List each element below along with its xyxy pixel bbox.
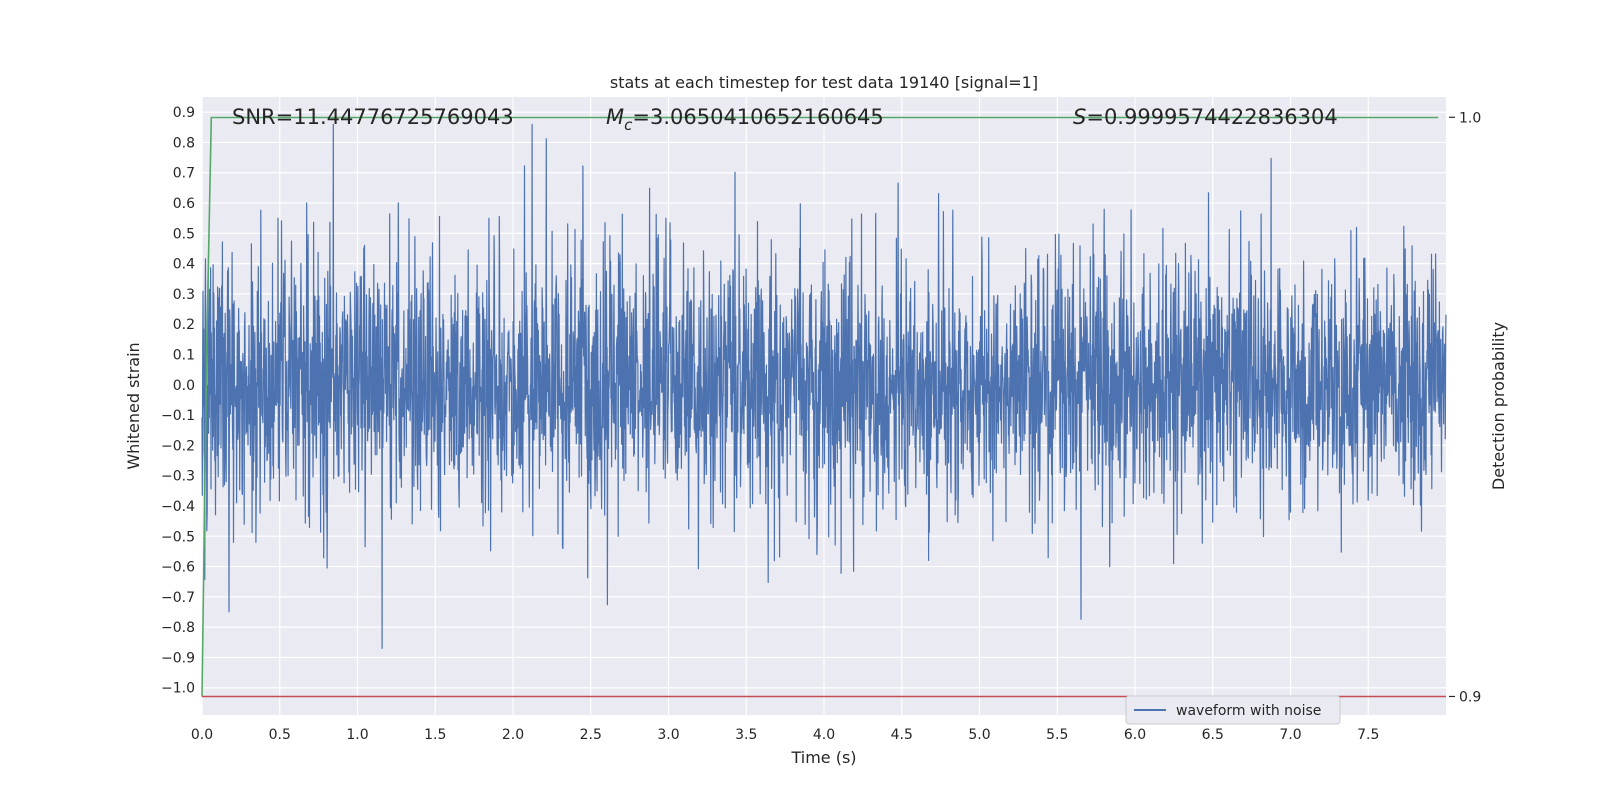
x-tick-label: 4.5 — [891, 727, 913, 743]
y-tick-label: −0.2 — [161, 438, 195, 454]
x-tick-label: 5.0 — [968, 727, 990, 743]
legend: waveform with noise — [1125, 695, 1341, 725]
y-tick-label: 0.9 — [173, 105, 195, 121]
x-tick-label: 6.0 — [1124, 727, 1146, 743]
y-tick-label: 0.5 — [173, 226, 195, 242]
waveform-series-line — [201, 123, 1447, 650]
y-tick-label: −0.9 — [161, 650, 195, 666]
y-tick-label: −1.0 — [161, 681, 195, 697]
y-tick-label: −0.6 — [161, 560, 195, 576]
y-tick-label: 0.1 — [173, 348, 195, 364]
y2-tick-label: 1.0 — [1459, 110, 1481, 126]
x-axis-label: Time (s) — [790, 748, 856, 767]
snr-annotation: SNR=11.44776725769043 — [232, 105, 514, 129]
y-tick-label: 0.3 — [173, 287, 195, 303]
y2-axis-label: Detection probability — [1489, 322, 1508, 490]
s-value: =0.9999574422836304 — [1086, 105, 1337, 129]
y-tick-label: 0.6 — [173, 196, 195, 212]
y-tick-label: 0.4 — [173, 257, 195, 273]
x-tick-label: 1.0 — [346, 727, 368, 743]
ticks: 0.0 0.5 1.0 1.5 2.0 2.5 3.0 3.5 4.0 4.5 5.0 5.5 6.0 6… — [161, 105, 1481, 743]
chirp-mass-symbol: M — [606, 105, 624, 129]
x-tick-label: 4.0 — [813, 727, 835, 743]
y-tick-label: 0.0 — [173, 378, 195, 394]
y-tick-label: 0.8 — [173, 135, 195, 151]
x-tick-label: 1.5 — [424, 727, 446, 743]
x-tick-label: 2.5 — [580, 727, 602, 743]
x-tick-label: 3.0 — [657, 727, 679, 743]
x-tick-label: 6.5 — [1202, 727, 1224, 743]
chart-title: stats at each timestep for test data 191… — [610, 73, 1038, 92]
x-tick-label: 0.5 — [269, 727, 291, 743]
y-tick-label: 0.7 — [173, 166, 195, 182]
y-tick-label: 0.2 — [173, 317, 195, 333]
legend-label: waveform with noise — [1176, 703, 1321, 719]
chirp-mass-subscript: c — [624, 116, 633, 134]
x-tick-label: 7.0 — [1279, 727, 1301, 743]
x-tick-label: 2.0 — [502, 727, 524, 743]
x-tick-label: 0.0 — [191, 727, 213, 743]
detection-probability-line — [201, 116, 1439, 697]
y-tick-label: −0.5 — [161, 529, 195, 545]
y-tick-label: −0.7 — [161, 590, 195, 606]
x-tick-label: 3.5 — [735, 727, 757, 743]
y-axis-label: Whitened strain — [124, 342, 143, 469]
s-symbol: S — [1073, 105, 1086, 129]
x-tick-label: 7.5 — [1357, 727, 1379, 743]
x-tick-label: 5.5 — [1046, 727, 1068, 743]
y-tick-label: −0.3 — [161, 469, 195, 485]
y-tick-label: −0.4 — [161, 499, 195, 515]
chirp-mass-value: =3.0650410652160645 — [632, 105, 883, 129]
y2-tick-label: 0.9 — [1459, 689, 1481, 705]
y-tick-label: −0.1 — [161, 408, 195, 424]
legend-box — [1125, 695, 1341, 725]
s-annotation: S=0.9999574422836304 — [1073, 105, 1338, 129]
y-tick-label: −0.8 — [161, 620, 195, 636]
chirp-mass-annotation: Mc=3.0650410652160645 — [606, 105, 884, 134]
